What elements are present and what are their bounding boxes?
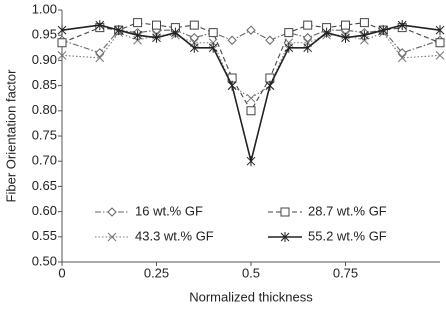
legend-label: 16 wt.% GF	[135, 203, 203, 218]
marker	[284, 42, 294, 53]
y-tick-label: 0.80	[32, 102, 57, 117]
marker	[114, 25, 124, 36]
marker	[57, 51, 67, 60]
marker	[284, 28, 294, 38]
x-tick-label: 0.25	[144, 265, 169, 280]
x-tick-label: 0	[58, 265, 65, 280]
y-axis-title: Fiber Orientation factor	[3, 69, 18, 203]
marker	[189, 20, 199, 30]
marker	[246, 106, 256, 116]
marker	[152, 32, 161, 43]
marker	[265, 80, 275, 91]
marker	[95, 48, 105, 58]
x-tick-label: 0.75	[333, 265, 358, 280]
y-tick-label: 0.55	[32, 228, 57, 243]
legend-label: 43.3 wt.% GF	[135, 228, 214, 243]
marker	[171, 27, 180, 38]
y-tick-label: 0.70	[32, 153, 57, 168]
marker	[246, 93, 256, 103]
marker	[133, 18, 143, 28]
marker	[397, 48, 407, 58]
series-line	[61, 32, 441, 99]
series-line	[61, 24, 441, 162]
marker	[303, 20, 313, 30]
x-axis-title: Normalized thickness	[189, 289, 313, 304]
marker	[265, 35, 275, 45]
marker	[322, 27, 331, 38]
legend-marker	[280, 232, 290, 242]
marker	[397, 53, 407, 63]
y-tick-label: 0.50	[32, 253, 57, 268]
y-tick-label: 0.60	[32, 203, 57, 218]
marker	[133, 30, 142, 41]
marker	[152, 20, 161, 30]
marker	[359, 18, 369, 28]
y-tick-label: 0.85	[32, 77, 57, 92]
marker	[435, 25, 445, 36]
legend-label: 55.2 wt.% GF	[308, 228, 387, 243]
y-tick-label: 0.90	[32, 52, 57, 67]
marker	[246, 25, 256, 35]
marker	[246, 156, 256, 167]
marker	[189, 33, 200, 43]
marker	[435, 51, 445, 60]
y-tick-label: 0.95	[32, 27, 57, 42]
y-tick-label: 0.75	[32, 127, 57, 142]
marker	[95, 53, 105, 63]
marker	[57, 38, 67, 48]
x-tick-label: 0.5	[242, 265, 260, 280]
marker	[95, 20, 105, 31]
marker	[57, 25, 67, 36]
marker	[227, 80, 237, 91]
marker	[435, 38, 445, 48]
marker	[302, 33, 313, 43]
y-tick-label: 0.65	[32, 178, 57, 193]
marker	[303, 42, 313, 53]
marker	[397, 20, 407, 31]
legend-marker	[280, 207, 290, 217]
legend-marker	[107, 232, 117, 242]
marker	[341, 20, 350, 30]
marker	[208, 42, 218, 53]
legend-label: 28.7 wt.% GF	[308, 203, 387, 218]
legend-marker	[107, 207, 117, 217]
marker	[341, 32, 350, 43]
marker	[227, 35, 237, 45]
marker	[189, 42, 199, 53]
marker	[378, 25, 388, 36]
y-tick-label: 1.00	[32, 1, 57, 16]
marker	[208, 28, 218, 38]
marker	[360, 30, 369, 41]
